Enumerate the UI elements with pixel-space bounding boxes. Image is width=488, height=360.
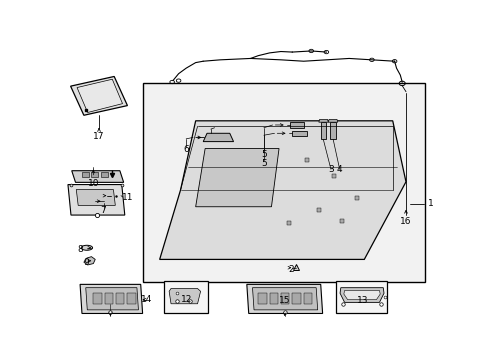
Text: 5: 5 [261, 150, 266, 158]
Text: 2: 2 [288, 265, 294, 274]
Text: 7: 7 [101, 206, 106, 215]
Bar [258, 293, 266, 304]
Text: 6: 6 [183, 145, 189, 154]
Ellipse shape [81, 245, 92, 250]
Polygon shape [290, 122, 303, 128]
Polygon shape [246, 284, 322, 314]
Bar [280, 293, 289, 304]
Text: 16: 16 [399, 217, 411, 226]
Polygon shape [203, 133, 233, 141]
Bar [93, 293, 102, 304]
Bar [335, 281, 386, 314]
Bar [82, 172, 89, 177]
Bar [292, 293, 300, 304]
Polygon shape [77, 79, 122, 112]
Text: 13: 13 [356, 296, 367, 305]
Text: 8: 8 [77, 245, 83, 254]
Polygon shape [159, 121, 405, 260]
Polygon shape [72, 171, 123, 183]
Bar [127, 293, 136, 304]
Bar [104, 293, 113, 304]
Text: 9: 9 [82, 258, 88, 267]
Bar [101, 172, 107, 177]
Polygon shape [85, 288, 138, 310]
Polygon shape [329, 122, 335, 139]
Polygon shape [70, 76, 127, 115]
Text: 17: 17 [93, 131, 104, 140]
Text: 4: 4 [336, 165, 342, 174]
Text: 10: 10 [87, 179, 99, 188]
Bar [269, 293, 277, 304]
Text: 3: 3 [327, 165, 333, 174]
Text: 14: 14 [141, 295, 152, 304]
Polygon shape [84, 257, 95, 265]
Polygon shape [169, 288, 200, 304]
Polygon shape [343, 291, 380, 300]
Polygon shape [320, 122, 326, 139]
Polygon shape [327, 120, 337, 122]
Bar [142, 84, 424, 282]
Polygon shape [339, 288, 383, 302]
Text: 1: 1 [427, 199, 433, 208]
Text: 5: 5 [261, 159, 266, 168]
Polygon shape [252, 288, 317, 310]
Ellipse shape [111, 194, 121, 198]
Polygon shape [318, 120, 327, 122]
Bar [164, 281, 207, 314]
Bar [116, 293, 124, 304]
Polygon shape [80, 284, 142, 314]
Polygon shape [68, 185, 124, 215]
Text: 12: 12 [180, 295, 191, 304]
Polygon shape [195, 149, 279, 207]
Bar [91, 172, 98, 177]
Polygon shape [76, 190, 115, 205]
Text: 11: 11 [122, 193, 133, 202]
Text: 15: 15 [278, 296, 290, 305]
Bar [303, 293, 311, 304]
Polygon shape [292, 131, 307, 136]
